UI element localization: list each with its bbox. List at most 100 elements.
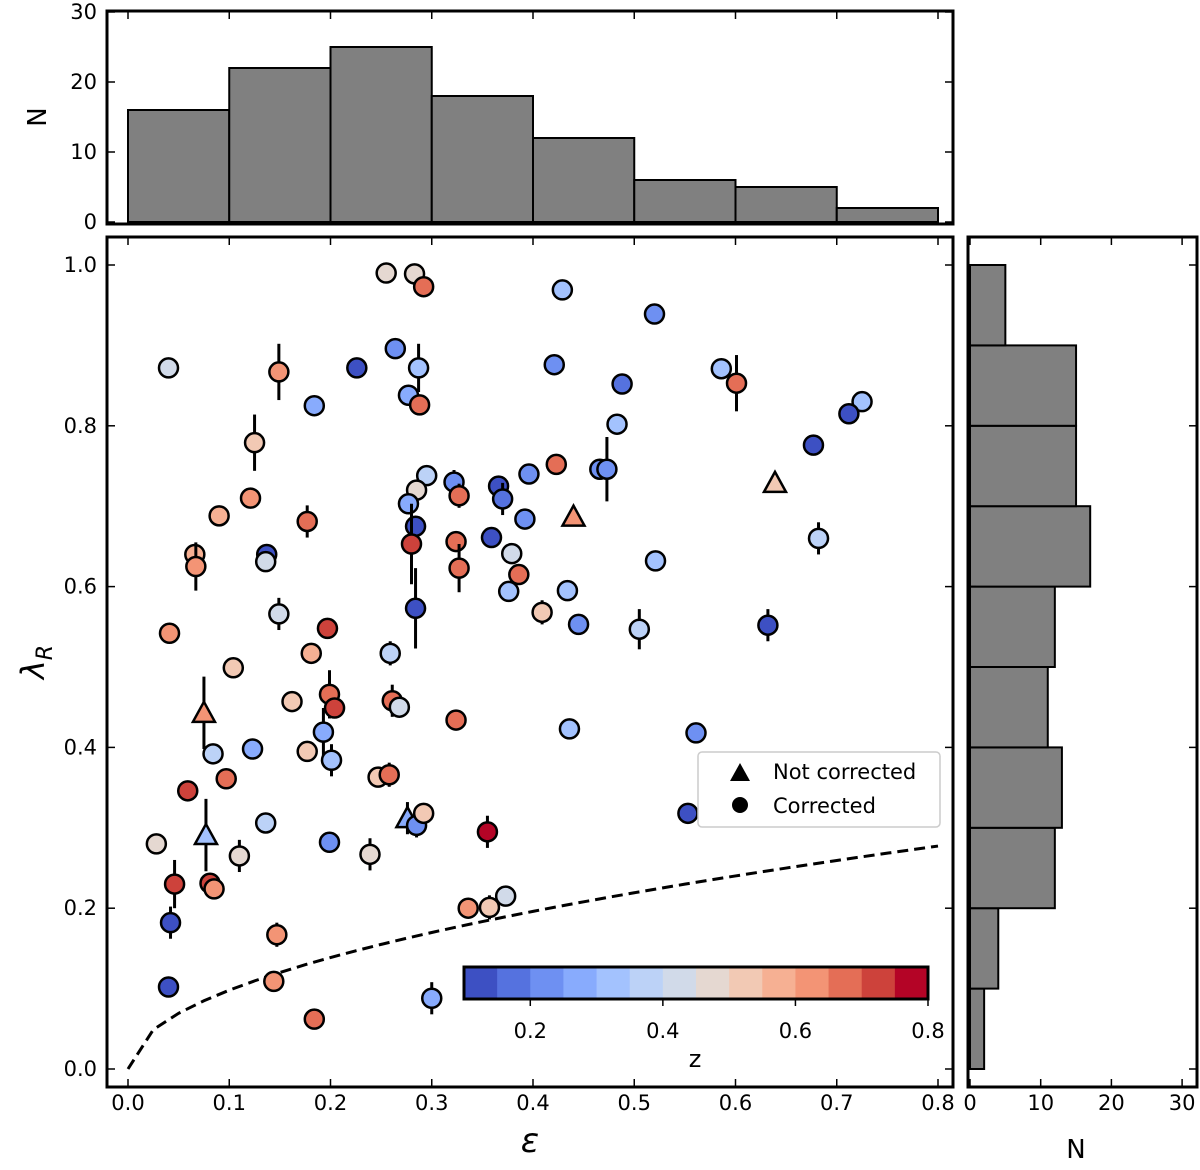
y-tick-label: 0.2 (64, 896, 97, 920)
legend-label-not-corrected: Not corrected (773, 760, 916, 784)
y-axis-label: λR (14, 645, 58, 681)
colorbar-label: z (689, 1045, 702, 1073)
right-hist-x-tick-label: 0 (963, 1091, 976, 1115)
right-hist-x-tick-label: 20 (1098, 1091, 1125, 1115)
data-point-circle (445, 709, 467, 731)
data-point-circle (359, 843, 381, 866)
data-point-circle (157, 976, 180, 998)
colorbar-tick-label: 0.4 (646, 1019, 679, 1043)
data-point-circle (268, 361, 290, 383)
data-point-circle (281, 690, 303, 713)
data-point-circle (531, 601, 553, 624)
right-histogram-bar (969, 666, 1049, 749)
data-point-circle (412, 802, 435, 825)
right-histogram-bar (969, 746, 1063, 829)
data-point-circle (807, 527, 830, 550)
data-point-circle (497, 580, 520, 603)
y-tick-label: 0.0 (64, 1057, 97, 1081)
legend: Not corrected Corrected (697, 751, 941, 828)
data-point-circle (500, 542, 523, 565)
data-point-circle (851, 390, 873, 413)
colorbar-bin (629, 967, 664, 999)
top-histogram-bar (633, 179, 737, 223)
colorbar-bin (795, 967, 830, 999)
colorbar-bin (828, 967, 863, 999)
data-point-circle (448, 484, 470, 507)
top-hist-y-tick-label: 0 (84, 210, 97, 234)
data-point-circle (644, 550, 667, 572)
data-point-circle (567, 613, 590, 636)
x-tick-label: 0.7 (820, 1091, 853, 1115)
data-point-circle (491, 488, 514, 510)
data-point-circle (254, 812, 277, 834)
x-tick-label: 0.4 (516, 1091, 549, 1115)
data-point-circle (263, 970, 285, 993)
colorbar-frame (462, 965, 930, 1001)
colorbar-bin (563, 967, 598, 999)
data-point-circle (838, 402, 860, 425)
data-point-circle (243, 431, 266, 454)
x-axis-label: ε (521, 1121, 539, 1161)
data-point-circle (296, 510, 318, 533)
data-point-triangle (190, 699, 218, 724)
data-point-circle (185, 555, 207, 578)
data-point-circle (203, 878, 225, 900)
colorbar-bin (662, 967, 697, 999)
x-tick-label: 0.5 (618, 1091, 651, 1115)
data-point-circle (685, 722, 707, 744)
right-histogram-bar (969, 344, 1078, 427)
data-point-triangle (192, 821, 220, 846)
data-point-circle (408, 394, 431, 416)
x-tick-label: 0.6 (719, 1091, 752, 1115)
data-point-circle (421, 987, 443, 1009)
data-point-circle (222, 657, 245, 679)
main-scatter-plot: 0.0 0.1 0.2 0.3 0.4 0.5 0.6 0.7 0.80.00.20.40.60… (64, 235, 955, 1115)
right-histogram: 0 10 20 30 (963, 235, 1199, 1115)
top-hist-y-tick-label: 10 (70, 140, 97, 164)
data-point-circle (757, 614, 779, 636)
data-point-circle (480, 526, 503, 549)
right-histogram-bar (969, 907, 1000, 990)
data-point-circle (556, 579, 579, 602)
data-point-circle (558, 718, 581, 740)
data-point-circle (296, 740, 318, 763)
data-point-circle (545, 453, 568, 476)
data-point-circle (303, 394, 326, 417)
data-point-circle (518, 463, 540, 485)
data-point-circle (312, 721, 335, 743)
top-hist-y-tick-label: 30 (70, 0, 97, 24)
main-plot-frame (105, 235, 955, 1089)
legend-circle-icon (732, 797, 748, 813)
colorbar-bin (762, 967, 796, 999)
data-point-circle (710, 357, 733, 380)
legend-triangle-icon (730, 763, 750, 781)
colorbar-bin (530, 967, 564, 999)
data-point-circle (318, 831, 341, 854)
data-point-circle (457, 897, 479, 919)
colorbar-bin (464, 967, 498, 999)
right-histogram-bar (969, 826, 1056, 910)
data-point-circle (323, 697, 346, 719)
data-point-circle (157, 357, 180, 379)
x-tick-label: 0.2 (314, 1091, 347, 1115)
data-point-circle (241, 738, 264, 760)
data-point-circle (514, 508, 536, 530)
right-histogram-bar (969, 987, 986, 1070)
colorbar-bin (696, 967, 730, 999)
top-histogram-bar (532, 137, 636, 223)
data-point-circle (176, 780, 199, 802)
data-point-circle (478, 896, 501, 919)
data-point-circle (228, 845, 251, 867)
data-point-circle (412, 275, 435, 298)
data-point-circle (384, 337, 407, 360)
top-histogram-bar (734, 186, 838, 223)
data-point-circle (543, 353, 566, 376)
right-hist-x-tick-label: 30 (1169, 1091, 1196, 1115)
data-point-circle (628, 618, 651, 640)
colorbar-bin (497, 967, 531, 999)
top-histogram-bar (228, 67, 332, 223)
colorbar-tick-label: 0.2 (514, 1019, 547, 1043)
top-histogram-bar (329, 46, 433, 223)
top-histogram-bar (835, 207, 939, 223)
data-point-circle (494, 885, 517, 907)
